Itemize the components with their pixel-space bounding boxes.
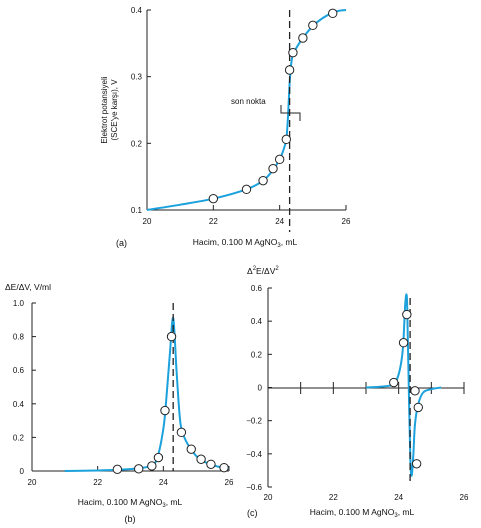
x-tick-label: 26: [225, 478, 234, 487]
panel-a-data-points: [208, 8, 338, 204]
series-line: [146, 9, 347, 211]
y-tick-label: 0.4: [13, 400, 25, 409]
y-tick-label: 0.1: [131, 206, 143, 215]
y-tick-label: 0.4: [251, 317, 263, 326]
panel-a-titration-curve: 20 22 24 26 0.1 0.2 0.3 0.4 son nokta Elektrot…: [100, 6, 351, 249]
panel-a-curve: [146, 9, 347, 211]
endpoint-annotation: son nokta: [231, 97, 266, 106]
y-tick-label: 0: [20, 467, 25, 476]
data-point: [112, 464, 123, 475]
panel-a-ylabel-line2: (SCE'ye karşı), V: [110, 79, 119, 141]
data-point: [268, 163, 278, 174]
data-point: [160, 405, 170, 416]
data-point: [147, 461, 157, 471]
x-tick-label: 20: [264, 493, 273, 502]
panel-b-y-ticks: 0 0.2 0.4 0.6 0.8 1.0: [13, 299, 36, 476]
y-tick-label: 0.2: [13, 433, 25, 442]
y-tick-label: 0.6: [251, 284, 263, 293]
data-point: [308, 20, 318, 31]
data-point: [134, 464, 144, 474]
x-tick-label: 26: [460, 493, 469, 502]
data-point: [389, 377, 399, 388]
data-point: [328, 8, 338, 19]
panel-c-second-derivative: 20 22 24 26 −0.6−0.4−0.200.20.40.6 Δ2E/ΔV2 …: [246, 266, 469, 519]
x-tick-label: 22: [93, 478, 102, 487]
endpoint-bracket: [280, 105, 301, 121]
data-point: [219, 462, 229, 473]
panel-b-curve: [64, 317, 230, 472]
panel-a-xlabel: Hacim, 0.100 M AgNO3, mL: [193, 237, 298, 249]
x-tick-label: 24: [394, 493, 403, 502]
x-tick-label: 24: [275, 217, 284, 226]
y-tick-label: 0.2: [251, 350, 263, 359]
panel-a-y-ticks: 0.1 0.2 0.3 0.4: [131, 6, 151, 215]
x-tick-label: 20: [143, 217, 152, 226]
series-line: [64, 317, 230, 472]
y-tick-label: 0.4: [131, 6, 143, 15]
panel-a-ylabel-line1: Elektrot potansiyeli: [100, 76, 109, 143]
data-point: [241, 184, 252, 195]
y-tick-label: −0.2: [246, 417, 262, 426]
data-point: [288, 47, 298, 58]
data-point: [166, 331, 177, 342]
data-point: [186, 444, 196, 454]
data-point: [298, 33, 308, 43]
x-tick-label: 22: [209, 217, 218, 226]
y-tick-label: 0: [258, 384, 263, 393]
data-point: [258, 175, 268, 186]
panel-b-first-derivative: 20 22 24 26 0 0.2 0.4 0.6 0.8 1.0 ΔE/ΔV, V/ml Ha…: [5, 282, 234, 524]
panel-a-label: (a): [116, 238, 127, 248]
panel-b-title: ΔE/ΔV, V/ml: [5, 282, 51, 292]
panel-b-xlabel: Hacim, 0.100 M AgNO3, mL: [78, 497, 183, 509]
x-tick-label: 24: [159, 478, 168, 487]
data-point: [206, 459, 216, 469]
y-tick-label: 0.8: [13, 333, 25, 342]
y-tick-label: 0.3: [131, 73, 143, 82]
panel-c-data-points: [389, 309, 423, 469]
panel-c-xlabel: Hacim, 0.100 M AgNO3, mL: [310, 507, 415, 519]
y-tick-label: 0.6: [13, 366, 25, 375]
y-tick-label: 0.2: [131, 139, 143, 148]
x-tick-label: 26: [342, 217, 351, 226]
data-point: [398, 338, 409, 348]
data-point: [411, 459, 422, 469]
data-point: [176, 427, 187, 438]
data-point: [281, 134, 291, 145]
panel-a-x-ticks: 20 22 24 26: [143, 205, 351, 226]
panel-c-label: (c): [247, 508, 258, 518]
data-point: [274, 154, 285, 165]
panel-c-x-ticks: 20 22 24 26: [264, 382, 469, 502]
data-point: [413, 402, 423, 413]
panel-c-title: Δ2E/ΔV2: [247, 266, 279, 276]
data-point: [284, 65, 295, 75]
data-point: [402, 309, 412, 320]
panel-b-label: (b): [125, 514, 136, 524]
data-point: [208, 193, 219, 204]
x-tick-label: 22: [329, 493, 338, 502]
y-tick-label: −0.4: [246, 450, 262, 459]
y-tick-label: −0.6: [246, 483, 262, 492]
data-point: [196, 454, 206, 464]
data-point: [410, 386, 420, 396]
x-tick-label: 20: [28, 478, 37, 487]
data-point: [153, 452, 164, 463]
panel-b-x-ticks: 20 22 24 26: [28, 466, 234, 487]
panel-c-curve: [365, 293, 442, 477]
panel-b-data-points: [112, 331, 229, 475]
series-line: [365, 293, 442, 477]
panel-c-y-ticks: −0.6 −0.4 −0.2 0 0.2 0.4 0.6: [246, 284, 272, 492]
y-tick-label: 1.0: [13, 299, 25, 308]
